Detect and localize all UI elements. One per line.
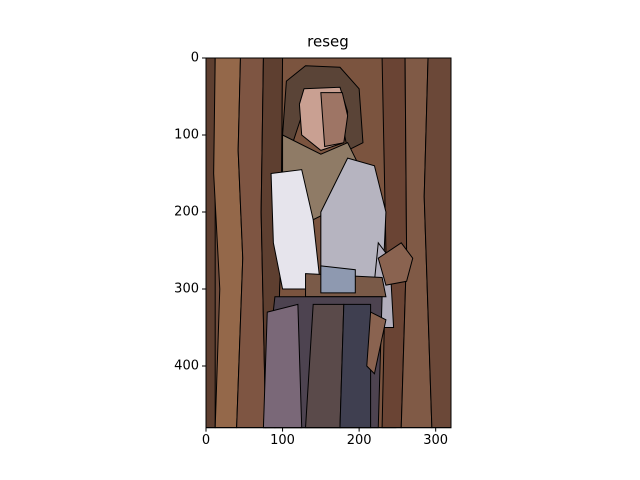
x-tick-label: 300 — [423, 433, 448, 448]
y-tick-label: 200 — [174, 205, 199, 220]
y-tick-label: 300 — [174, 282, 199, 297]
axes-frame — [205, 57, 452, 429]
y-tick-label: 100 — [174, 128, 199, 143]
y-tick-label: 0 — [191, 51, 199, 66]
segmented-image — [206, 58, 451, 428]
x-tick-label: 200 — [347, 433, 372, 448]
y-tick-label: 400 — [174, 359, 199, 374]
chart-title: reseg — [307, 33, 349, 51]
x-tick-label: 0 — [202, 433, 210, 448]
x-tick-label: 100 — [270, 433, 295, 448]
